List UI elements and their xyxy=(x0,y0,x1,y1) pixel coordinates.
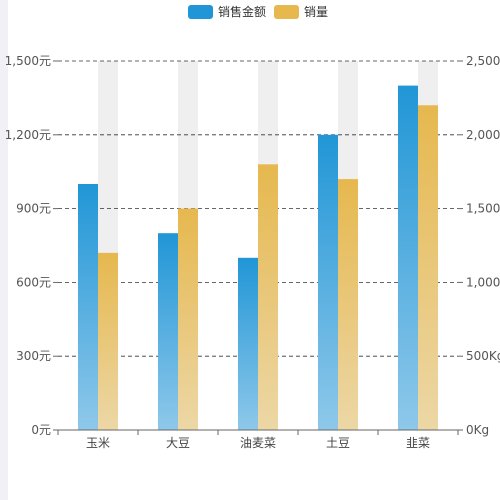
bars-layer xyxy=(78,85,438,431)
x-tick-label: 韭菜 xyxy=(406,436,430,450)
y-left-tick-label: 600元 xyxy=(16,275,51,289)
bar-销量-油麦菜[interactable] xyxy=(258,164,278,430)
bar-销量-韭菜[interactable] xyxy=(418,105,438,430)
y-left-tick-label: 0元 xyxy=(31,423,51,437)
y-right-tick-label: 1,500Kg xyxy=(466,202,500,216)
y-left-tick-label: 300元 xyxy=(16,349,51,363)
legend-swatch xyxy=(188,5,213,19)
y-right-tick-label: 2,000Kg xyxy=(466,128,500,142)
bar-销售金额-玉米[interactable] xyxy=(78,184,98,430)
legend-swatch xyxy=(274,5,299,19)
x-tick-label: 玉米 xyxy=(86,436,110,450)
y-left-tick-label: 900元 xyxy=(16,202,51,216)
bar-销量-玉米[interactable] xyxy=(98,252,118,430)
legend-item-销量[interactable]: 销量 xyxy=(274,5,328,19)
left-edge-strip xyxy=(0,0,8,500)
bar-销售金额-韭菜[interactable] xyxy=(398,85,418,430)
y-left-tick-label: 1,500元 xyxy=(5,54,51,68)
y-right-tick-label: 500Kg xyxy=(466,349,500,363)
legend-label: 销售金额 xyxy=(218,4,266,19)
bar-销售金额-土豆[interactable] xyxy=(318,134,338,431)
axes-layer: 0元 300元 600元 900元 1,200元 1,500元 0Kg 500Kg 1,000K… xyxy=(5,54,500,450)
y-right-tick-label: 2,500Kg xyxy=(466,54,500,68)
legend-label: 销量 xyxy=(304,5,328,19)
bar-销售金额-大豆[interactable] xyxy=(158,233,178,430)
y-right-tick-label: 0Kg xyxy=(466,423,489,437)
y-left-tick-label: 1,200元 xyxy=(5,128,51,142)
bar-销量-土豆[interactable] xyxy=(338,179,358,430)
x-tick-label: 油麦菜 xyxy=(240,436,276,450)
bar-销售金额-油麦菜[interactable] xyxy=(238,257,258,430)
x-tick-label: 土豆 xyxy=(326,436,350,450)
bar-销量-大豆[interactable] xyxy=(178,208,198,430)
legend-item-销售金额[interactable]: 销售金额 xyxy=(188,4,266,19)
legend[interactable]: 销售金额 销量 xyxy=(188,4,328,19)
y-right-tick-label: 1,000Kg xyxy=(466,275,500,289)
x-tick-label: 大豆 xyxy=(166,436,190,450)
